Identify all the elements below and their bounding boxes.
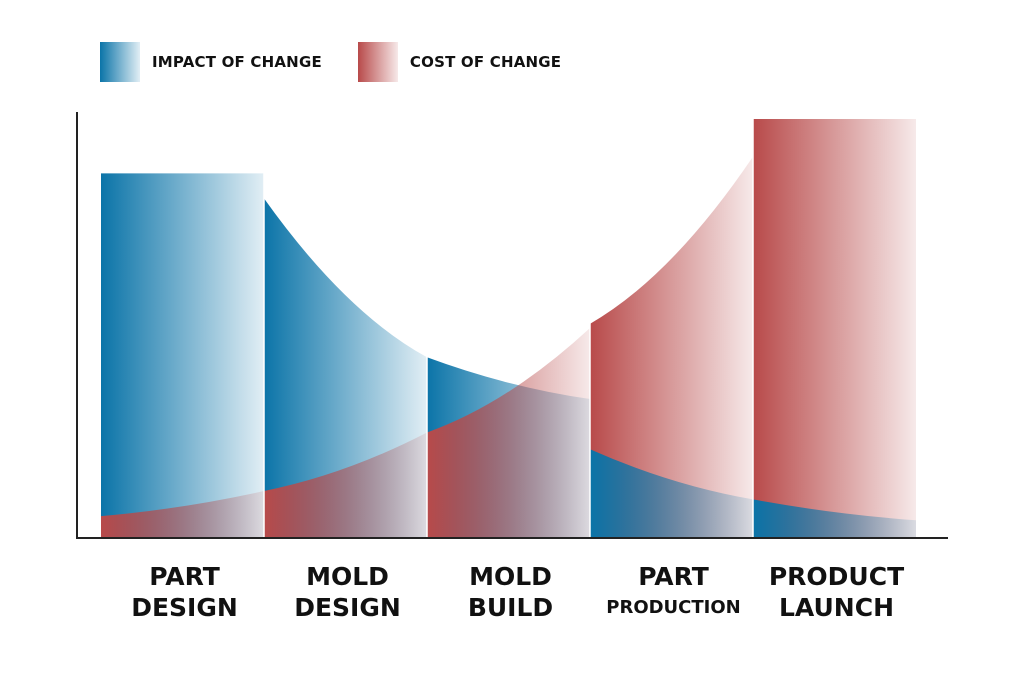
category-label-line2: PRODUCTION	[606, 597, 740, 618]
legend-label-impact: IMPACT OF CHANGE	[152, 53, 322, 71]
category-label: PART PRODUCTION	[606, 562, 740, 618]
cost-segment-1	[101, 491, 264, 537]
category-label-line2: BUILD	[468, 593, 553, 622]
impact-segment-5	[753, 499, 916, 537]
category-label-line1: PRODUCT	[769, 562, 904, 591]
category-label-line1: MOLD	[469, 562, 552, 591]
legend-item-impact: IMPACT OF CHANGE	[100, 42, 322, 82]
legend-item-cost: COST OF CHANGE	[357, 42, 562, 82]
cost-segment-2	[264, 432, 427, 537]
category-label-line2: LAUNCH	[779, 593, 894, 622]
category-label-line1: MOLD	[306, 562, 389, 591]
impact-segment-1	[101, 173, 264, 537]
category-label: MOLD DESIGN	[294, 562, 401, 622]
category-label-line2: DESIGN	[131, 593, 238, 622]
legend-swatch-cost	[357, 42, 398, 82]
legend-label-cost: COST OF CHANGE	[409, 53, 562, 71]
category-label: PRODUCT LAUNCH	[769, 562, 904, 622]
cost-segment-3	[427, 328, 590, 537]
cost-segment-5	[753, 119, 916, 537]
impact-segment-4	[590, 449, 753, 537]
category-label-line2: DESIGN	[294, 593, 401, 622]
cost-segment-4	[590, 156, 753, 537]
category-label: PART DESIGN	[131, 562, 238, 622]
legend-swatch-impact	[100, 42, 140, 82]
legend: IMPACT OF CHANGE COST OF CHANGE	[100, 42, 561, 82]
category-label-line1: PART	[638, 562, 709, 591]
category-label: MOLD BUILD	[468, 562, 553, 622]
category-label-line1: PART	[149, 562, 220, 591]
